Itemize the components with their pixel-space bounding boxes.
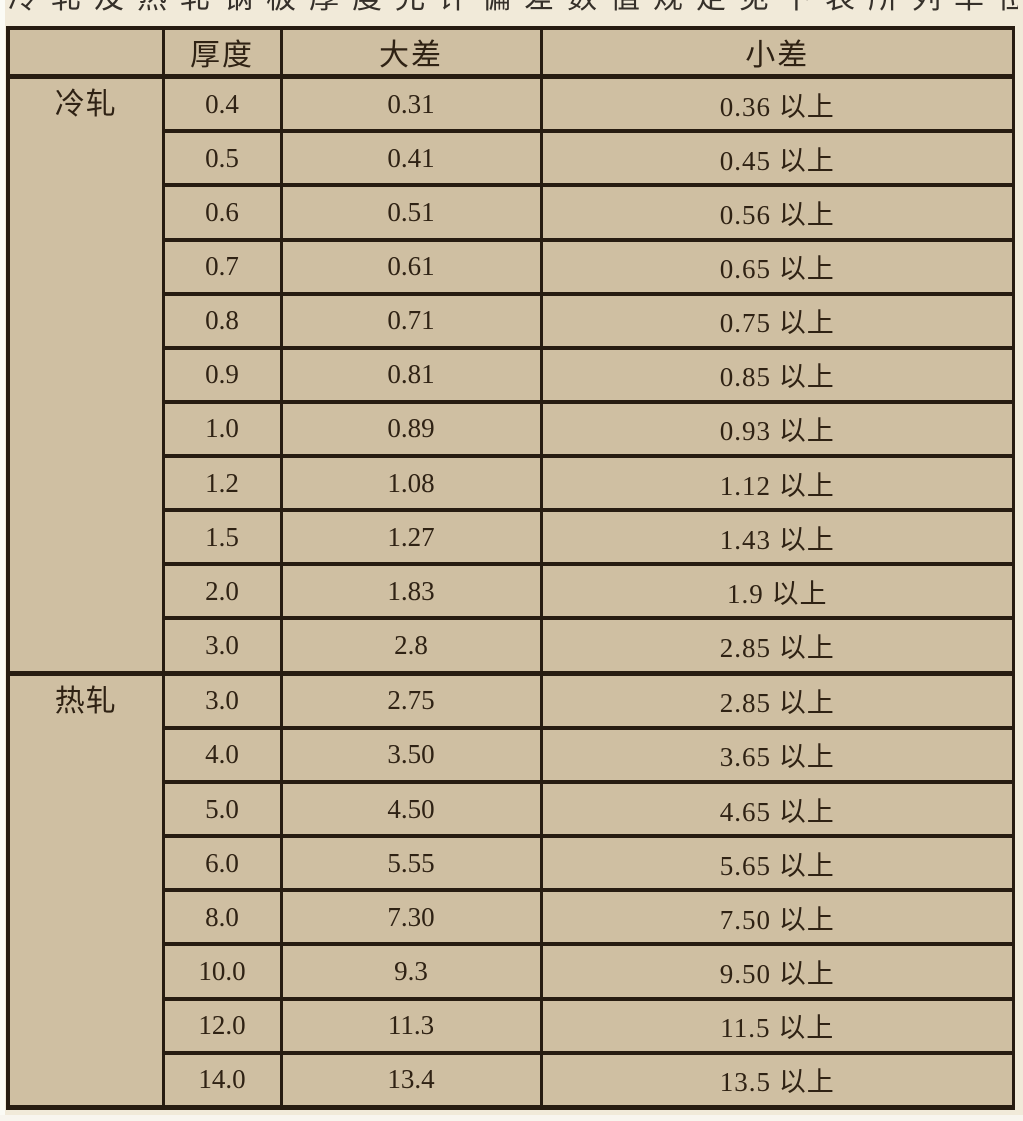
large-diff-cell: 1.08 bbox=[279, 453, 543, 513]
small-diff-cell: 0.56 以上 bbox=[539, 183, 1015, 242]
table-row: 0.5 0.41 0.45 以上 bbox=[8, 129, 1015, 188]
thickness-cell: 0.5 bbox=[161, 129, 283, 188]
large-diff-cell: 1.27 bbox=[279, 508, 543, 567]
thickness-cell: 8.0 bbox=[161, 888, 283, 947]
group-label-cell: 热轧 bbox=[6, 670, 165, 1110]
table-row: 14.0 13.4 13.5 以上 bbox=[8, 1050, 1015, 1110]
cropped-text-fragment: 冷轧及热轧钢板厚度允许偏差数值规定见下表所列单位为毫米 bbox=[8, 0, 1018, 13]
large-diff-cell: 0.31 bbox=[279, 74, 543, 134]
small-diff-cell: 0.45 以上 bbox=[539, 129, 1015, 188]
thickness-cell: 6.0 bbox=[161, 834, 283, 893]
thickness-cell: 0.8 bbox=[161, 291, 283, 350]
large-diff-cell: 4.50 bbox=[279, 779, 543, 839]
table-row: 1.5 1.27 1.43 以上 bbox=[8, 508, 1015, 567]
large-diff-cell: 0.71 bbox=[279, 291, 543, 350]
thickness-cell: 14.0 bbox=[161, 1050, 283, 1110]
thickness-cell: 0.6 bbox=[161, 183, 283, 242]
small-diff-cell: 7.50 以上 bbox=[539, 888, 1015, 947]
large-diff-cell: 9.3 bbox=[279, 942, 543, 1001]
thickness-cell: 5.0 bbox=[161, 779, 283, 839]
small-diff-cell: 2.85 以上 bbox=[539, 616, 1015, 676]
header-thickness: 厚度 bbox=[161, 26, 283, 79]
header-empty-cell bbox=[6, 26, 165, 79]
thickness-cell: 1.0 bbox=[161, 399, 283, 459]
table-row: 0.9 0.81 0.85 以上 bbox=[8, 345, 1015, 404]
small-diff-cell: 0.85 以上 bbox=[539, 345, 1015, 404]
group-label-cell: 冷轧 bbox=[6, 74, 165, 676]
thickness-cell: 1.2 bbox=[161, 453, 283, 513]
thickness-cell: 10.0 bbox=[161, 942, 283, 1001]
large-diff-cell: 5.55 bbox=[279, 834, 543, 893]
table-row: 8.0 7.30 7.50 以上 bbox=[8, 888, 1015, 947]
small-diff-cell: 4.65 以上 bbox=[539, 779, 1015, 839]
large-diff-cell: 1.83 bbox=[279, 562, 543, 621]
table-row: 0.8 0.71 0.75 以上 bbox=[8, 291, 1015, 350]
table-row: 3.0 2.8 2.85 以上 bbox=[8, 616, 1015, 676]
large-diff-cell: 7.30 bbox=[279, 888, 543, 947]
thickness-cell: 0.7 bbox=[161, 237, 283, 296]
small-diff-cell: 11.5 以上 bbox=[539, 996, 1015, 1055]
thickness-cell: 4.0 bbox=[161, 725, 283, 785]
thickness-cell: 0.9 bbox=[161, 345, 283, 404]
thickness-cell: 0.4 bbox=[161, 74, 283, 134]
large-diff-cell: 0.89 bbox=[279, 399, 543, 459]
small-diff-cell: 1.9 以上 bbox=[539, 562, 1015, 621]
large-diff-cell: 0.41 bbox=[279, 129, 543, 188]
large-diff-cell: 0.51 bbox=[279, 183, 543, 242]
small-diff-cell: 13.5 以上 bbox=[539, 1050, 1015, 1110]
large-diff-cell: 2.8 bbox=[279, 616, 543, 676]
small-diff-cell: 0.65 以上 bbox=[539, 237, 1015, 296]
small-diff-cell: 5.65 以上 bbox=[539, 834, 1015, 893]
large-diff-cell: 0.81 bbox=[279, 345, 543, 404]
thickness-cell: 2.0 bbox=[161, 562, 283, 621]
table-row: 0.6 0.51 0.56 以上 bbox=[8, 183, 1015, 242]
large-diff-cell: 3.50 bbox=[279, 725, 543, 785]
large-diff-cell: 0.61 bbox=[279, 237, 543, 296]
table-row: 2.0 1.83 1.9 以上 bbox=[8, 562, 1015, 621]
table-row: 1.0 0.89 0.93 以上 bbox=[8, 399, 1015, 459]
small-diff-cell: 0.36 以上 bbox=[539, 74, 1015, 134]
small-diff-cell: 9.50 以上 bbox=[539, 942, 1015, 1001]
large-diff-cell: 2.75 bbox=[279, 670, 543, 730]
small-diff-cell: 0.75 以上 bbox=[539, 291, 1015, 350]
small-diff-cell: 1.43 以上 bbox=[539, 508, 1015, 567]
header-row: 厚度 大差 小差 bbox=[6, 26, 1015, 79]
small-diff-cell: 0.93 以上 bbox=[539, 399, 1015, 459]
table-row: 4.0 3.50 3.65 以上 bbox=[8, 725, 1015, 785]
table-row: 5.0 4.50 4.65 以上 bbox=[8, 779, 1015, 839]
table-row: 热轧 3.0 2.75 2.85 以上 bbox=[6, 670, 1015, 1110]
large-diff-cell: 13.4 bbox=[279, 1050, 543, 1110]
table-row: 10.0 9.3 9.50 以上 bbox=[8, 942, 1015, 1001]
table-row: 12.0 11.3 11.5 以上 bbox=[8, 996, 1015, 1055]
thickness-tolerance-table: 厚度 大差 小差 冷轧 0.4 0.31 0.36 以上 0.5 0.41 0.45 以上 0… bbox=[6, 26, 1015, 1110]
cropped-text-line: 冷轧及热轧钢板厚度允许偏差数值规定见下表所列单位为毫米 bbox=[8, 0, 1018, 13]
thickness-cell: 1.5 bbox=[161, 508, 283, 567]
thickness-cell: 12.0 bbox=[161, 996, 283, 1055]
table-row: 1.2 1.08 1.12 以上 bbox=[8, 453, 1015, 513]
table-row: 0.7 0.61 0.65 以上 bbox=[8, 237, 1015, 296]
large-diff-cell: 11.3 bbox=[279, 996, 543, 1055]
small-diff-cell: 2.85 以上 bbox=[539, 670, 1015, 730]
thickness-cell: 3.0 bbox=[161, 670, 283, 730]
table-row: 6.0 5.55 5.65 以上 bbox=[8, 834, 1015, 893]
thickness-cell: 3.0 bbox=[161, 616, 283, 676]
small-diff-cell: 1.12 以上 bbox=[539, 453, 1015, 513]
header-small-diff: 小差 bbox=[539, 26, 1015, 79]
small-diff-cell: 3.65 以上 bbox=[539, 725, 1015, 785]
table-row: 冷轧 0.4 0.31 0.36 以上 bbox=[6, 74, 1015, 676]
header-large-diff: 大差 bbox=[279, 26, 543, 79]
